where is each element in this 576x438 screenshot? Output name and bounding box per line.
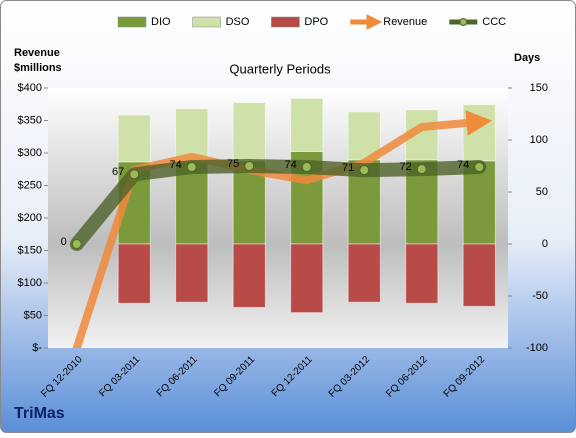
point [129, 169, 140, 180]
point [186, 162, 197, 173]
bar [462, 243, 496, 307]
y-axis-title: Revenue $millions [14, 47, 62, 74]
bar [117, 114, 151, 163]
y2-tick-label: 50 [536, 186, 548, 198]
bar [117, 243, 151, 304]
data-label: 74 [170, 159, 182, 171]
y-tick-label: $250 [18, 179, 42, 191]
bar [462, 160, 496, 245]
legend-swatch [459, 18, 468, 26]
legend-label: DSO [226, 16, 250, 28]
y-tick-label: $150 [18, 244, 42, 256]
series-layer: 0 67 74 75 74 71 72 74 [61, 97, 496, 348]
bar [462, 104, 496, 162]
bar [175, 243, 209, 303]
data-label: 74 [285, 159, 297, 171]
point [359, 165, 370, 176]
lines [69, 110, 493, 348]
data-label: 72 [400, 161, 412, 173]
legend-label: DPO [304, 16, 328, 28]
point [71, 239, 82, 249]
y-tick-label: $50 [24, 309, 42, 321]
legend-label: DIO [151, 16, 171, 28]
chart-title: Quarterly Periods [229, 61, 331, 76]
data-label: 71 [342, 162, 354, 174]
legend-swatch [117, 16, 147, 28]
legend-label: Revenue [383, 16, 427, 28]
y2-tick-label: 100 [530, 134, 548, 146]
line [69, 159, 487, 251]
point [474, 162, 485, 173]
y-tick-label: $- [32, 342, 42, 354]
point [416, 164, 427, 175]
legend-swatch [192, 16, 221, 28]
y2-tick-label: 150 [530, 82, 548, 94]
legend-label: CCC [482, 16, 506, 28]
data-label: 67 [112, 166, 124, 178]
y2-tick-label: -50 [532, 290, 548, 302]
bar [232, 102, 266, 162]
y-tick-label: $300 [18, 147, 42, 159]
company-name: TriMas [14, 405, 65, 422]
y2-tick-label: -100 [526, 342, 548, 354]
bar [290, 243, 324, 314]
bar [290, 97, 324, 152]
bar [175, 108, 209, 162]
y-tick-label: $350 [18, 114, 42, 126]
data-label: 74 [457, 159, 469, 171]
data-label: 0 [61, 236, 67, 248]
bar [405, 243, 439, 304]
y-tick-label: $400 [18, 82, 42, 94]
data-label: 75 [227, 158, 239, 170]
y2-tick-label: 0 [542, 238, 548, 250]
point [244, 161, 255, 171]
y-tick-label: $100 [18, 277, 42, 289]
point [301, 162, 312, 173]
bar [347, 243, 381, 303]
legend-swatch [271, 16, 300, 28]
bar [232, 243, 266, 308]
y2-axis-title: Days [514, 52, 540, 64]
y-tick-label: $200 [18, 212, 42, 224]
